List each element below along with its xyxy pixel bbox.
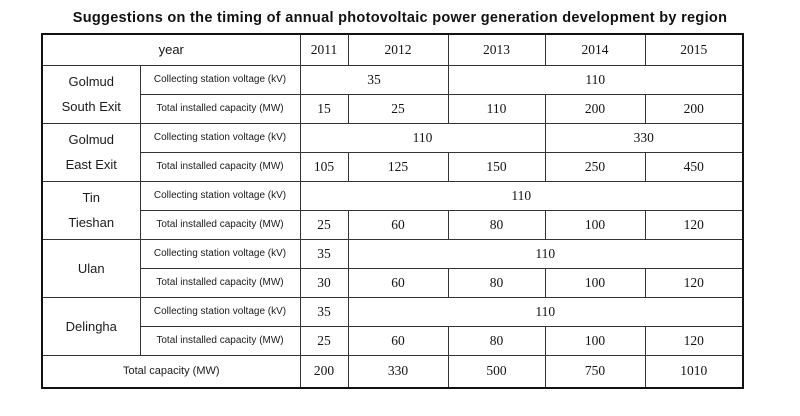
metric-label-voltage: Collecting station voltage (kV) bbox=[139, 238, 301, 269]
year-column-2014: 2014 bbox=[544, 33, 646, 66]
voltage-value-cell: 330 bbox=[544, 122, 744, 153]
pv-development-table: year 2011 2012 2013 2014 2015 Golmud Sou… bbox=[41, 33, 744, 389]
capacity-value-cell: 120 bbox=[644, 267, 744, 298]
capacity-value-cell: 80 bbox=[447, 267, 546, 298]
year-column-2011: 2011 bbox=[299, 33, 349, 66]
capacity-value-cell: 60 bbox=[347, 325, 449, 356]
total-value-cell: 1010 bbox=[644, 354, 744, 389]
metric-label-voltage: Collecting station voltage (kV) bbox=[139, 64, 301, 95]
table-row: Total installed capacity (MW) 30 60 80 1… bbox=[42, 267, 744, 298]
voltage-value-cell: 110 bbox=[347, 296, 744, 327]
capacity-value-cell: 125 bbox=[347, 151, 449, 182]
total-value-cell: 200 bbox=[299, 354, 349, 389]
header-row: year 2011 2012 2013 2014 2015 bbox=[41, 33, 744, 66]
metric-label-voltage: Collecting station voltage (kV) bbox=[139, 180, 301, 211]
voltage-value-cell: 35 bbox=[299, 238, 349, 269]
metric-label-capacity: Total installed capacity (MW) bbox=[139, 93, 301, 124]
year-header-cell: year bbox=[41, 33, 301, 66]
table-row: Golmud East Exit Collecting station volt… bbox=[41, 122, 744, 182]
metric-label-capacity: Total installed capacity (MW) bbox=[139, 325, 301, 356]
capacity-value-cell: 110 bbox=[447, 93, 546, 124]
voltage-value-cell: 110 bbox=[299, 122, 546, 153]
voltage-value-cell: 110 bbox=[347, 238, 744, 269]
capacity-value-cell: 60 bbox=[347, 209, 449, 240]
capacity-value-cell: 25 bbox=[299, 209, 349, 240]
metric-label-voltage: Collecting station voltage (kV) bbox=[139, 122, 301, 153]
table-row: Delingha Collecting station voltage (kV)… bbox=[41, 296, 744, 356]
capacity-value-cell: 120 bbox=[644, 325, 744, 356]
table-row: Total installed capacity (MW) 25 60 80 1… bbox=[42, 325, 744, 356]
table-row: Tin Tieshan Collecting station voltage (… bbox=[41, 180, 744, 240]
voltage-value-cell: 35 bbox=[299, 296, 349, 327]
voltage-value-cell: 110 bbox=[299, 180, 744, 211]
region-name-delingha: Delingha bbox=[41, 296, 141, 356]
metric-label-capacity: Total installed capacity (MW) bbox=[139, 151, 301, 182]
total-value-cell: 330 bbox=[347, 354, 449, 389]
capacity-value-cell: 120 bbox=[644, 209, 744, 240]
year-column-2012: 2012 bbox=[347, 33, 449, 66]
table-row: Total installed capacity (MW) 15 25 110 … bbox=[42, 93, 744, 124]
region-name-line: South Exit bbox=[61, 99, 121, 114]
table-row: Golmud South Exit Collecting station vol… bbox=[41, 64, 744, 124]
metric-label-capacity: Total installed capacity (MW) bbox=[139, 209, 301, 240]
capacity-value-cell: 450 bbox=[644, 151, 744, 182]
capacity-value-cell: 80 bbox=[447, 325, 546, 356]
year-column-2015: 2015 bbox=[644, 33, 744, 66]
capacity-value-cell: 15 bbox=[299, 93, 349, 124]
region-name-ulan: Ulan bbox=[41, 238, 141, 298]
capacity-value-cell: 30 bbox=[299, 267, 349, 298]
region-name-tin-tieshan: Tin Tieshan bbox=[41, 180, 141, 240]
capacity-value-cell: 150 bbox=[447, 151, 546, 182]
region-name-line: Delingha bbox=[65, 318, 117, 334]
capacity-value-cell: 250 bbox=[544, 151, 646, 182]
capacity-value-cell: 200 bbox=[544, 93, 646, 124]
capacity-value-cell: 25 bbox=[299, 325, 349, 356]
region-name-golmud-south-exit: Golmud South Exit bbox=[41, 64, 141, 124]
voltage-value-cell: 110 bbox=[447, 64, 744, 95]
capacity-value-cell: 100 bbox=[544, 325, 646, 356]
region-name-line: Golmud bbox=[68, 132, 115, 147]
total-value-cell: 750 bbox=[544, 354, 646, 389]
voltage-value-cell: 35 bbox=[299, 64, 449, 95]
capacity-value-cell: 25 bbox=[347, 93, 449, 124]
capacity-value-cell: 100 bbox=[544, 267, 646, 298]
capacity-value-cell: 100 bbox=[544, 209, 646, 240]
capacity-value-cell: 80 bbox=[447, 209, 546, 240]
total-row: Total capacity (MW) 200 330 500 750 1010 bbox=[41, 354, 744, 389]
capacity-value-cell: 200 bbox=[644, 93, 744, 124]
page-title: Suggestions on the timing of annual phot… bbox=[72, 10, 728, 26]
region-name-golmud-east-exit: Golmud East Exit bbox=[41, 122, 141, 182]
year-column-2013: 2013 bbox=[447, 33, 546, 66]
region-name-line: Tieshan bbox=[68, 215, 115, 230]
table-row: Ulan Collecting station voltage (kV) 35 … bbox=[41, 238, 744, 298]
table-row: Total installed capacity (MW) 105 125 15… bbox=[42, 151, 744, 182]
metric-label-capacity: Total installed capacity (MW) bbox=[139, 267, 301, 298]
region-name-line: Tin bbox=[82, 190, 101, 205]
total-value-cell: 500 bbox=[447, 354, 546, 389]
capacity-value-cell: 105 bbox=[299, 151, 349, 182]
region-name-line: East Exit bbox=[65, 157, 117, 172]
region-name-line: Golmud bbox=[68, 74, 115, 89]
region-name-line: Ulan bbox=[77, 260, 105, 276]
total-capacity-label: Total capacity (MW) bbox=[41, 354, 301, 389]
table-row: Total installed capacity (MW) 25 60 80 1… bbox=[42, 209, 744, 240]
capacity-value-cell: 60 bbox=[347, 267, 449, 298]
metric-label-voltage: Collecting station voltage (kV) bbox=[139, 296, 301, 327]
